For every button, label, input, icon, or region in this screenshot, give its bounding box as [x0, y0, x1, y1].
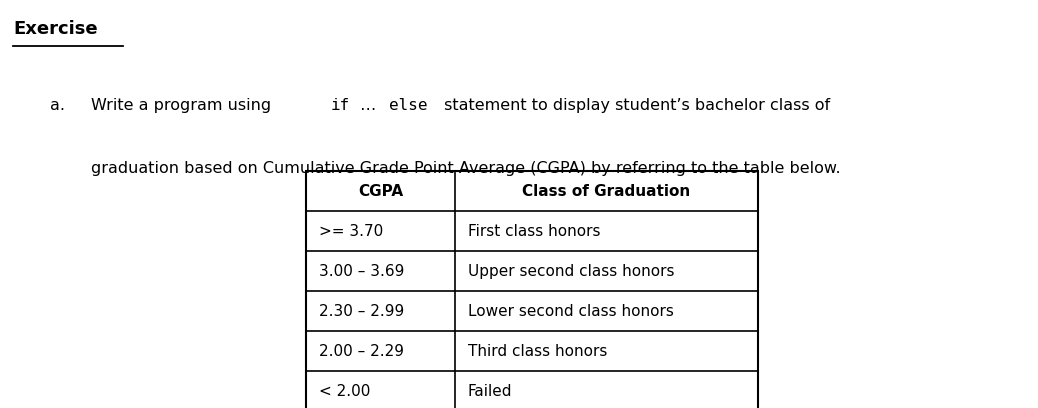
Text: Write a program using: Write a program using — [91, 98, 276, 113]
Text: …: … — [355, 98, 382, 113]
Text: Third class honors: Third class honors — [468, 344, 607, 359]
Text: Class of Graduation: Class of Graduation — [522, 184, 690, 199]
Text: CGPA: CGPA — [358, 184, 404, 199]
Text: Upper second class honors: Upper second class honors — [468, 264, 674, 279]
Text: Failed: Failed — [468, 384, 512, 399]
Text: >= 3.70: >= 3.70 — [319, 224, 383, 239]
Text: < 2.00: < 2.00 — [319, 384, 370, 399]
Text: 2.00 – 2.29: 2.00 – 2.29 — [319, 344, 404, 359]
Text: a.: a. — [50, 98, 64, 113]
Text: Lower second class honors: Lower second class honors — [468, 304, 674, 319]
Text: First class honors: First class honors — [468, 224, 600, 239]
Text: else: else — [389, 98, 428, 113]
Text: graduation based on Cumulative Grade Point Average (CGPA) by referring to the ta: graduation based on Cumulative Grade Poi… — [91, 161, 841, 176]
Text: Exercise: Exercise — [13, 20, 99, 38]
Text: statement to display student’s bachelor class of: statement to display student’s bachelor … — [439, 98, 830, 113]
Text: if: if — [330, 98, 350, 113]
Text: 2.30 – 2.99: 2.30 – 2.99 — [319, 304, 404, 319]
Text: 3.00 – 3.69: 3.00 – 3.69 — [319, 264, 404, 279]
